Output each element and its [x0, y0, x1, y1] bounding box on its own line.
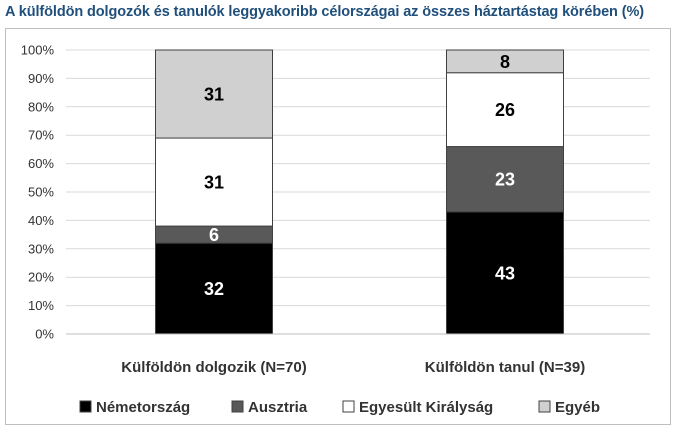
bar-segment	[155, 242, 273, 335]
legend-label: Egyéb	[555, 399, 600, 416]
y-tick-label: 10%	[28, 298, 54, 313]
bar-segment	[155, 137, 273, 227]
legend-swatch	[342, 400, 355, 413]
bar-segment	[155, 49, 273, 139]
data-label: 6	[209, 225, 219, 245]
y-tick-label: 30%	[28, 241, 54, 256]
data-label: 31	[204, 85, 224, 105]
data-label: 23	[495, 170, 515, 190]
y-tick-label: 90%	[28, 71, 54, 86]
y-tick-label: 50%	[28, 185, 54, 200]
x-category-label: Külföldön dolgozik (N=70)	[121, 359, 306, 376]
data-label: 26	[495, 100, 515, 120]
bar-segment	[446, 146, 564, 213]
legend-label: Ausztria	[248, 399, 308, 416]
legend-swatch	[231, 400, 244, 413]
bar-segment	[446, 72, 564, 148]
chart-title: A külföldön dolgozók és tanulók leggyako…	[5, 4, 644, 20]
data-label: 8	[500, 52, 510, 72]
data-label: 31	[204, 173, 224, 193]
y-tick-label: 40%	[28, 213, 54, 228]
y-tick-label: 70%	[28, 128, 54, 143]
y-tick-label: 20%	[28, 270, 54, 285]
legend-swatch	[538, 400, 551, 413]
data-label: 43	[495, 263, 515, 283]
legend-swatch	[79, 400, 92, 413]
y-tick-label: 60%	[28, 156, 54, 171]
legend-label: Egyesült Királyság	[359, 399, 493, 416]
x-category-label: Külföldön tanul (N=39)	[425, 359, 585, 376]
bar-segment	[446, 211, 564, 335]
chart-frame	[5, 28, 671, 425]
bar-segment	[446, 49, 564, 74]
y-tick-label: 0%	[35, 327, 54, 342]
y-tick-label: 100%	[21, 43, 55, 58]
data-label: 32	[204, 279, 224, 299]
y-tick-label: 80%	[28, 99, 54, 114]
legend-label: Németország	[96, 399, 190, 416]
